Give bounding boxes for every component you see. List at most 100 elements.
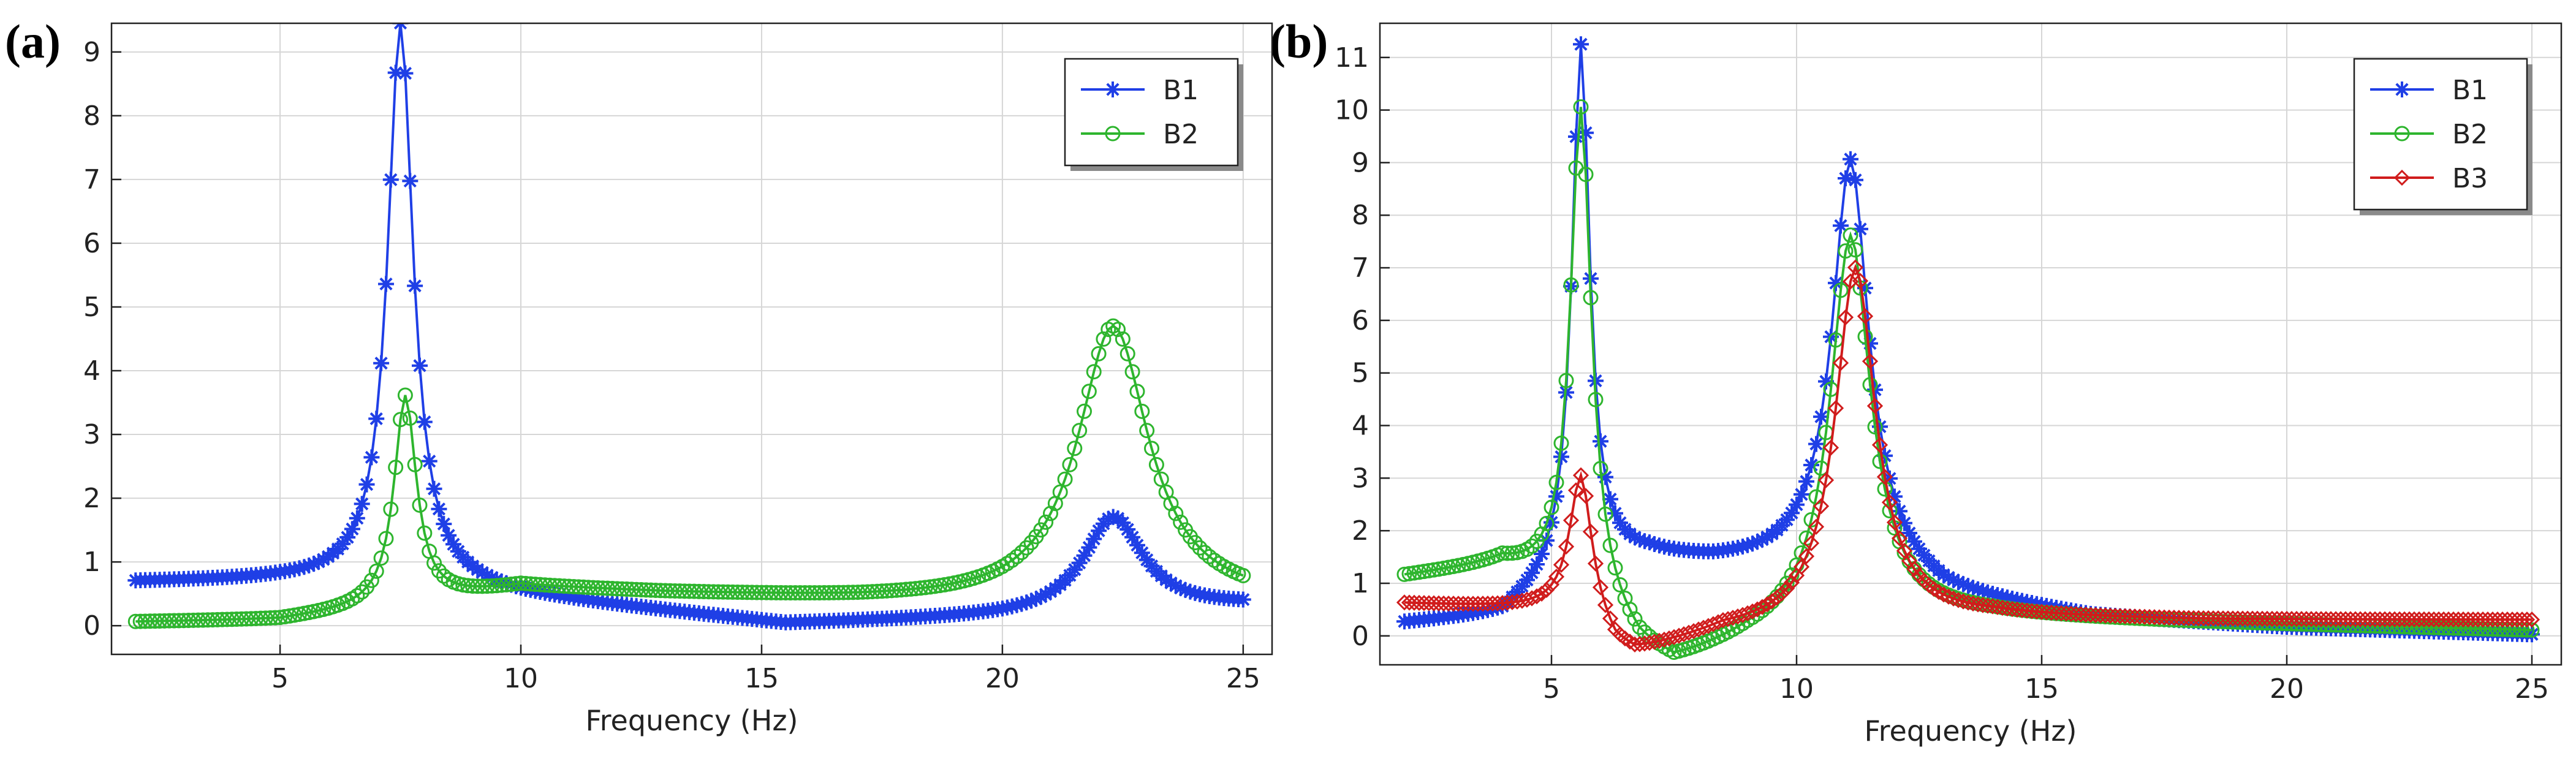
data-point-b3 — [1935, 586, 1952, 603]
data-point-b2 — [166, 613, 182, 629]
data-point-b1 — [1519, 572, 1535, 588]
data-point-b2 — [874, 583, 890, 599]
data-point-b1 — [479, 567, 495, 583]
data-point-b2 — [224, 611, 240, 627]
data-point-b1 — [1960, 578, 1976, 594]
data-point-b3 — [2013, 602, 2031, 618]
data-point-b1 — [1833, 218, 1849, 234]
x-tick-label: 5 — [1543, 673, 1560, 705]
data-point-b3 — [1558, 538, 1575, 555]
data-point-b2 — [1396, 566, 1412, 582]
data-point-b3 — [1871, 436, 1888, 453]
data-point-b2 — [474, 578, 490, 594]
data-point-b2 — [262, 610, 278, 626]
data-point-b2 — [2151, 611, 2167, 627]
data-point-b2 — [186, 612, 202, 628]
data-point-b1 — [1857, 280, 1873, 297]
data-point-b3 — [1881, 494, 1898, 510]
data-point-b2 — [585, 580, 601, 596]
data-point-b3 — [1817, 472, 1835, 488]
data-point-b1 — [1970, 581, 1986, 597]
data-point-b3 — [1999, 600, 2016, 617]
data-point-b2 — [1867, 419, 1883, 435]
data-point-b1 — [1568, 129, 1584, 145]
data-point-b2 — [205, 612, 221, 628]
data-point-b3 — [1783, 574, 1800, 591]
data-point-b2 — [725, 584, 741, 600]
data-point-b2 — [648, 582, 664, 598]
data-point-b2 — [566, 578, 581, 594]
data-point-b2 — [927, 578, 943, 594]
data-point-b2 — [1838, 243, 1854, 259]
data-point-b2 — [763, 585, 779, 600]
y-tick-label: 0 — [1352, 621, 1369, 652]
data-point-b3 — [1582, 523, 1599, 540]
data-point-b2 — [710, 584, 726, 600]
data-point-b2 — [638, 582, 654, 598]
data-point-b1 — [349, 510, 365, 526]
data-point-b2 — [1013, 545, 1029, 561]
x-axis-title: Frequency (Hz) — [586, 704, 798, 737]
data-point-b3 — [1994, 599, 2011, 616]
data-point-b2 — [570, 579, 586, 595]
data-point-b2 — [633, 582, 649, 598]
y-tick-label: 10 — [1335, 95, 1369, 126]
data-point-b2 — [455, 577, 471, 593]
data-point-b2 — [701, 584, 717, 600]
data-point-b2 — [696, 584, 712, 600]
data-point-b2 — [561, 578, 577, 594]
data-point-b1 — [1803, 457, 1819, 473]
data-point-b1 — [508, 578, 525, 594]
data-point-b2 — [681, 583, 697, 599]
data-point-b1 — [1023, 593, 1040, 609]
data-point-b2 — [604, 581, 620, 597]
data-point-b2 — [200, 612, 216, 628]
data-point-b3 — [1714, 612, 1732, 629]
data-point-b3 — [1832, 355, 1849, 371]
data-point-b2 — [277, 608, 293, 624]
data-point-b1 — [1534, 546, 1550, 562]
data-point-b1 — [315, 551, 331, 567]
data-point-b3 — [1528, 588, 1545, 605]
data-point-b1 — [1607, 505, 1623, 521]
data-point-b2 — [599, 580, 615, 596]
data-point-b3 — [1837, 309, 1854, 326]
data-point-b2 — [229, 611, 244, 627]
data-point-b2 — [1573, 99, 1589, 115]
data-point-b2 — [1134, 403, 1150, 419]
data-point-b1 — [1009, 597, 1025, 613]
data-point-b2 — [744, 585, 760, 600]
data-point-b1 — [1177, 581, 1194, 598]
data-point-b3 — [1803, 535, 1820, 551]
data-point-b2 — [590, 580, 606, 596]
data-point-b2 — [494, 577, 510, 593]
data-point-b1 — [1066, 561, 1083, 578]
data-point-b2 — [1192, 540, 1208, 556]
data-point-b2 — [1426, 562, 1442, 578]
data-point-b1 — [1779, 512, 1795, 528]
data-point-b2 — [754, 585, 770, 600]
data-point-b2 — [464, 578, 480, 594]
x-tick-label: 15 — [2025, 673, 2059, 705]
x-tick-label: 25 — [2515, 673, 2549, 705]
data-point-b2 — [657, 583, 673, 599]
data-point-b1 — [1163, 575, 1179, 591]
data-point-b2 — [142, 613, 158, 629]
data-point-b1 — [1544, 514, 1559, 531]
data-point-b2 — [1612, 577, 1628, 593]
data-point-b2 — [489, 578, 505, 594]
data-point-b3 — [2067, 606, 2085, 623]
data-point-b2 — [1416, 564, 1432, 580]
data-point-b1 — [1529, 556, 1545, 572]
data-point-b1 — [1086, 531, 1102, 547]
data-point-b2 — [797, 585, 813, 601]
data-point-b2 — [715, 584, 731, 600]
data-point-b3 — [2038, 604, 2055, 621]
data-point-b1 — [1235, 591, 1251, 608]
data-point-b1 — [483, 569, 500, 586]
x-tick-label: 10 — [504, 663, 538, 694]
data-point-b2 — [735, 585, 751, 600]
data-point-b2 — [2146, 611, 2162, 627]
data-point-b2 — [893, 582, 909, 598]
data-point-b1 — [378, 276, 394, 292]
